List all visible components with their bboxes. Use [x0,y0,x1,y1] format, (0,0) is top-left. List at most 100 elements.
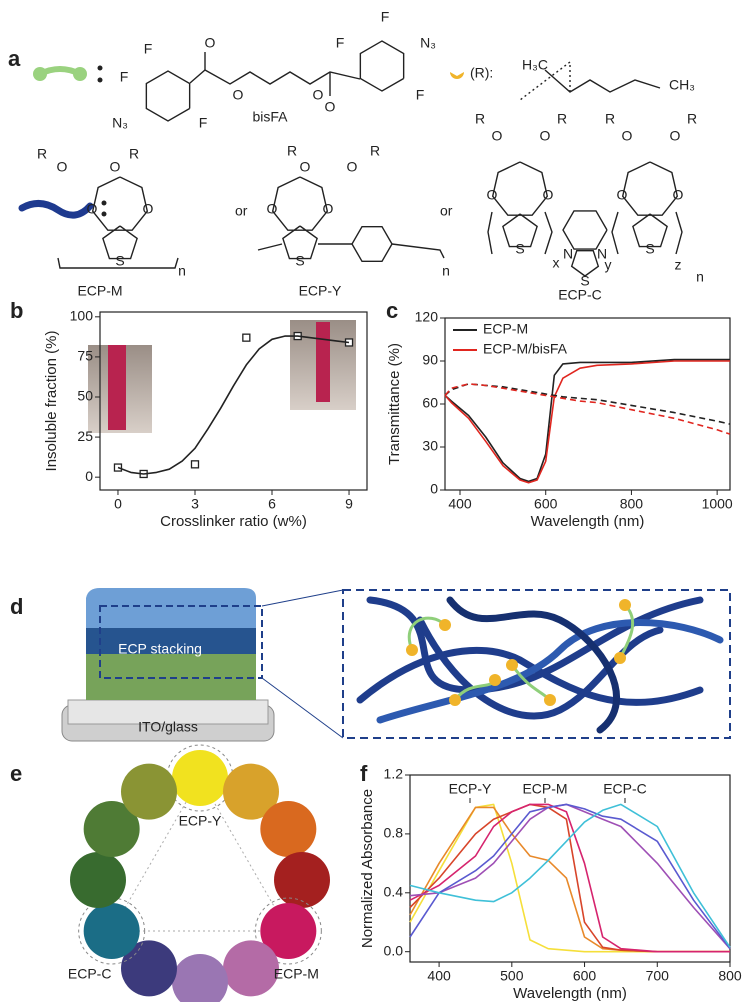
x-tick-label: 800 [620,496,644,512]
y-tick-label: 100 [70,308,94,324]
annotation: ECP-C [603,781,647,797]
bond [491,161,549,216]
color-swatch [70,852,126,908]
side-chain-label: (R): [470,65,493,81]
color-swatch [274,852,330,908]
atom-label: O [57,159,68,175]
bond [271,176,329,231]
annotation: ECP-M [522,781,567,797]
atom-label: R [287,143,297,159]
y-tick-label: 1.2 [384,766,404,782]
atom-label: O [487,187,498,203]
series-line [444,383,731,435]
bond [562,210,608,250]
atom-label: F [381,9,390,25]
crosslinker-name: bisFA [252,109,288,125]
substrate-label: ITO/glass [138,719,198,735]
panel-label: e [10,761,22,786]
color-swatch [260,903,317,959]
series-line [409,803,730,953]
bond [632,213,668,248]
legend-label: ECP-M/bisFA [483,341,568,357]
y-tick-label: 120 [415,309,439,325]
polymer-name: ECP-Y [299,283,342,299]
panel-label: a [8,46,21,71]
polymer-icon [18,200,94,219]
atom-label: R [370,143,380,159]
atom-label: z [675,257,682,273]
x-axis-label: Crosslinker ratio (w%) [160,513,307,530]
or-label: or [440,203,453,219]
y-tick-label: 0.8 [384,825,404,841]
atom-label: O [205,35,216,51]
color-swatch [172,750,228,806]
atom-label: R [37,146,47,162]
color-swatch [121,763,177,820]
plot-frame [99,311,368,491]
bond [519,60,571,101]
y-tick-label: 25 [77,428,93,444]
atom-label: O [617,187,628,203]
atom-label: n [442,263,450,279]
bond [189,69,361,85]
x-tick-label: 1000 [702,496,733,512]
atom-label: O [143,201,154,217]
x-tick-label: 700 [646,968,670,984]
atom-label: H₃C [522,57,548,73]
x-tick-label: 400 [448,496,472,512]
bond [102,225,138,260]
series-line [444,358,730,483]
y-axis-label: Insoluble fraction (%) [43,331,60,472]
y-tick-label: 90 [422,352,438,368]
y-tick-label: 0 [85,468,93,484]
atom-label: y [605,257,612,273]
x-tick-label: 6 [268,496,276,512]
atom-label: x [553,255,560,271]
series-line [444,383,731,425]
or-label: or [235,203,248,219]
plot-frame [409,774,731,963]
atom-label: N₃ [420,35,436,51]
photo-film [108,345,126,430]
atom-label: R [475,111,485,127]
atom-label: O [670,128,681,144]
series-line [409,806,730,953]
series-line [117,335,350,475]
side-chain-icon [450,72,464,79]
color-label: ECP-C [68,966,112,982]
series-line [409,803,731,950]
panel-label: c [386,298,398,323]
highlight-ring [78,897,146,965]
bond [544,211,553,255]
atom-label: N₃ [112,115,128,131]
atom-label: S [295,253,304,269]
atom-label: n [178,263,186,279]
atom-label: O [313,87,324,103]
bond [145,70,191,122]
annotation: ECP-Y [449,781,492,797]
atom-label: O [540,128,551,144]
atom-label: S [115,253,124,269]
atom-label: O [492,128,503,144]
atom-label: O [622,128,633,144]
atom-label: F [120,69,129,85]
polymer-name: ECP-C [558,287,602,303]
atom-label: O [110,159,121,175]
bond [570,249,600,277]
panel-label: b [10,298,23,323]
bond [502,213,538,248]
x-tick-label: 3 [191,496,199,512]
x-tick-label: 400 [427,968,451,984]
x-tick-label: 0 [114,496,122,512]
series-line [409,803,731,948]
atom-label: S [645,241,654,257]
y-axis-label: Transmittance (%) [386,343,403,465]
bond [544,69,661,93]
bond [257,243,283,251]
series-line [409,803,731,950]
bond [675,211,683,255]
device-schematic [61,588,731,742]
atom-label: O [87,201,98,217]
highlight-ring [254,897,322,965]
legend-label: ECP-M [483,321,528,337]
